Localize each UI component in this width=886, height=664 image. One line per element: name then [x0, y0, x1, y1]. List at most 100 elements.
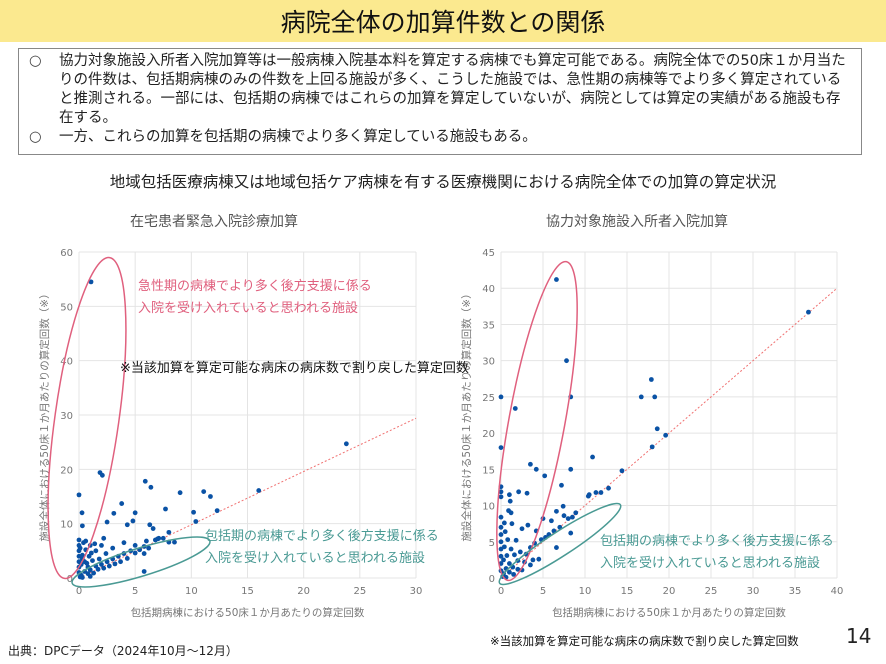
y-tick-label: 50 [60, 302, 73, 313]
x-tick-label: 35 [789, 586, 802, 597]
data-point [172, 539, 177, 545]
data-point [517, 549, 523, 555]
data-point [501, 520, 507, 526]
chart-title-right: 協力対象施設入所者入院加算 [546, 214, 728, 230]
summary-item: ○ 協力対象施設入所者入院加算等は一般病棟入院基本料を算定する病棟でも算定可能で… [29, 52, 853, 128]
data-point [654, 426, 660, 432]
chart-title-left: 在宅患者緊急入院診療加算 [130, 214, 298, 230]
data-point [99, 562, 104, 567]
data-point [513, 537, 519, 543]
annotation-text: 入院を受け入れていると思われる施設 [600, 555, 820, 571]
x-tick-label: 20 [297, 586, 310, 597]
data-point [507, 561, 512, 566]
data-point [516, 489, 522, 495]
data-point [648, 377, 654, 382]
data-point [512, 406, 518, 411]
data-point [593, 490, 599, 495]
data-point [88, 550, 94, 556]
data-point [509, 521, 515, 527]
data-point [528, 461, 533, 467]
y-axis-label: 施設全体における50床１か月あたりの算定回数（※） [38, 288, 51, 541]
data-point [663, 432, 669, 438]
scatter-chart-0: 0 5 10 15 20 25 30 0 10 20 30 40 50 60 包括期病棟における50床１か月… [38, 248, 439, 619]
data-point [343, 441, 349, 447]
data-point [565, 516, 571, 521]
data-point [101, 535, 107, 541]
data-point [99, 543, 104, 548]
data-point [146, 545, 152, 551]
summary-item: ○ 一方、これらの加算を包括期の病棟でより多く算定している施設もある。 [29, 128, 853, 147]
data-point [106, 563, 112, 569]
data-point [112, 561, 118, 567]
x-tick-label: 10 [579, 586, 592, 597]
data-point [118, 559, 123, 565]
data-point [83, 538, 89, 544]
data-point [76, 537, 82, 543]
data-point [619, 468, 625, 474]
data-point [147, 522, 153, 528]
data-point [101, 565, 107, 571]
data-point [79, 552, 85, 558]
data-point [84, 560, 90, 566]
data-point [507, 498, 513, 504]
bullet-circle-icon: ○ [29, 53, 42, 69]
overlay-note: ※当該加算を算定可能な病床の病床数で割り戻した算定回数 [120, 361, 469, 376]
data-point [498, 445, 504, 450]
data-point [533, 466, 539, 472]
section-subtitle: 地域包括医療病棟又は地域包括ケア病棟を有する医療機関における病院全体での加算の算… [109, 173, 777, 191]
data-point [507, 569, 512, 575]
acute-ellipse [47, 256, 127, 580]
data-point [559, 482, 564, 488]
acute-ellipse [496, 260, 578, 582]
data-point [87, 567, 93, 573]
data-point [649, 444, 655, 450]
y-tick-label: 40 [482, 284, 495, 295]
data-point [586, 492, 592, 498]
data-point [79, 510, 85, 516]
data-point [103, 551, 109, 556]
data-point [570, 514, 575, 520]
x-tick-label: 25 [705, 586, 718, 597]
data-point [498, 494, 504, 500]
data-point [88, 279, 94, 285]
data-point [652, 394, 658, 400]
data-point [498, 394, 504, 400]
data-point [177, 490, 183, 496]
y-tick-label: 45 [482, 248, 495, 259]
data-point [150, 526, 156, 531]
data-point [163, 506, 168, 512]
data-point [79, 575, 85, 580]
inclusive-ellipse [71, 536, 211, 588]
data-point [148, 484, 154, 490]
x-tick-label: 5 [540, 586, 546, 597]
summary-text: 一方、これらの加算を包括期の病棟でより多く算定している施設もある。 [59, 129, 537, 145]
data-point [119, 501, 125, 506]
annotation-text: 入院を受け入れていると思われる施設 [205, 550, 425, 566]
data-point [498, 553, 504, 559]
data-point [132, 510, 138, 516]
data-point [111, 510, 117, 516]
data-point [524, 490, 530, 496]
data-point [519, 526, 525, 532]
data-point [530, 557, 536, 563]
x-tick-label: 30 [747, 586, 760, 597]
data-point [568, 466, 574, 472]
x-axis-label: 包括期病棟における50床１か月あたりの算定回数 [131, 606, 365, 619]
y-tick-label: 30 [482, 357, 495, 368]
data-point [104, 559, 110, 565]
annotation-text: 包括期の病棟でより多く後方支援に係る [600, 533, 834, 549]
data-point [549, 518, 554, 524]
reference-line [500, 287, 838, 579]
y-tick-label: 0 [489, 574, 495, 585]
data-point [124, 522, 130, 528]
data-point [256, 488, 262, 493]
bullet-circle-icon: ○ [29, 129, 42, 145]
x-tick-label: 15 [241, 586, 254, 597]
inclusive-ellipse [498, 502, 622, 586]
x-tick-label: 0 [76, 586, 82, 597]
y-tick-label: 20 [60, 465, 73, 476]
data-point [554, 277, 559, 282]
data-point [502, 529, 508, 535]
data-point [568, 530, 574, 536]
